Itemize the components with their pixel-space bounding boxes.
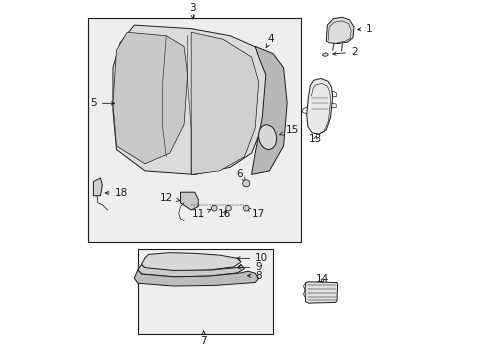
Text: 16: 16 (217, 208, 230, 219)
Polygon shape (180, 192, 198, 210)
Polygon shape (191, 32, 258, 175)
Polygon shape (325, 17, 353, 44)
Polygon shape (113, 32, 187, 164)
Text: 14: 14 (315, 274, 329, 284)
Bar (138, 249, 272, 334)
Text: 17: 17 (246, 208, 264, 219)
Text: 6: 6 (236, 170, 245, 181)
Ellipse shape (258, 125, 276, 149)
Circle shape (243, 205, 248, 211)
Text: 12: 12 (160, 193, 180, 203)
Polygon shape (306, 78, 332, 134)
Polygon shape (113, 25, 269, 175)
Text: 13: 13 (308, 134, 322, 144)
Text: 18: 18 (105, 188, 128, 198)
Text: 4: 4 (265, 34, 274, 48)
Text: 2: 2 (332, 47, 357, 57)
Text: 1: 1 (357, 24, 371, 34)
Circle shape (242, 180, 249, 187)
Text: 3: 3 (189, 3, 196, 13)
Bar (88, 18, 301, 242)
Polygon shape (305, 282, 337, 303)
Circle shape (211, 205, 217, 211)
Polygon shape (138, 264, 244, 277)
Polygon shape (134, 270, 258, 286)
Text: 9: 9 (237, 262, 261, 272)
Polygon shape (141, 253, 241, 271)
Text: 8: 8 (247, 271, 261, 281)
Text: 5: 5 (90, 98, 114, 108)
Polygon shape (93, 178, 102, 196)
Text: 15: 15 (279, 125, 298, 135)
Text: 7: 7 (200, 336, 206, 346)
Text: 10: 10 (236, 253, 268, 263)
Text: 11: 11 (192, 209, 211, 219)
Circle shape (225, 205, 231, 211)
Polygon shape (322, 53, 327, 57)
Polygon shape (251, 46, 286, 175)
